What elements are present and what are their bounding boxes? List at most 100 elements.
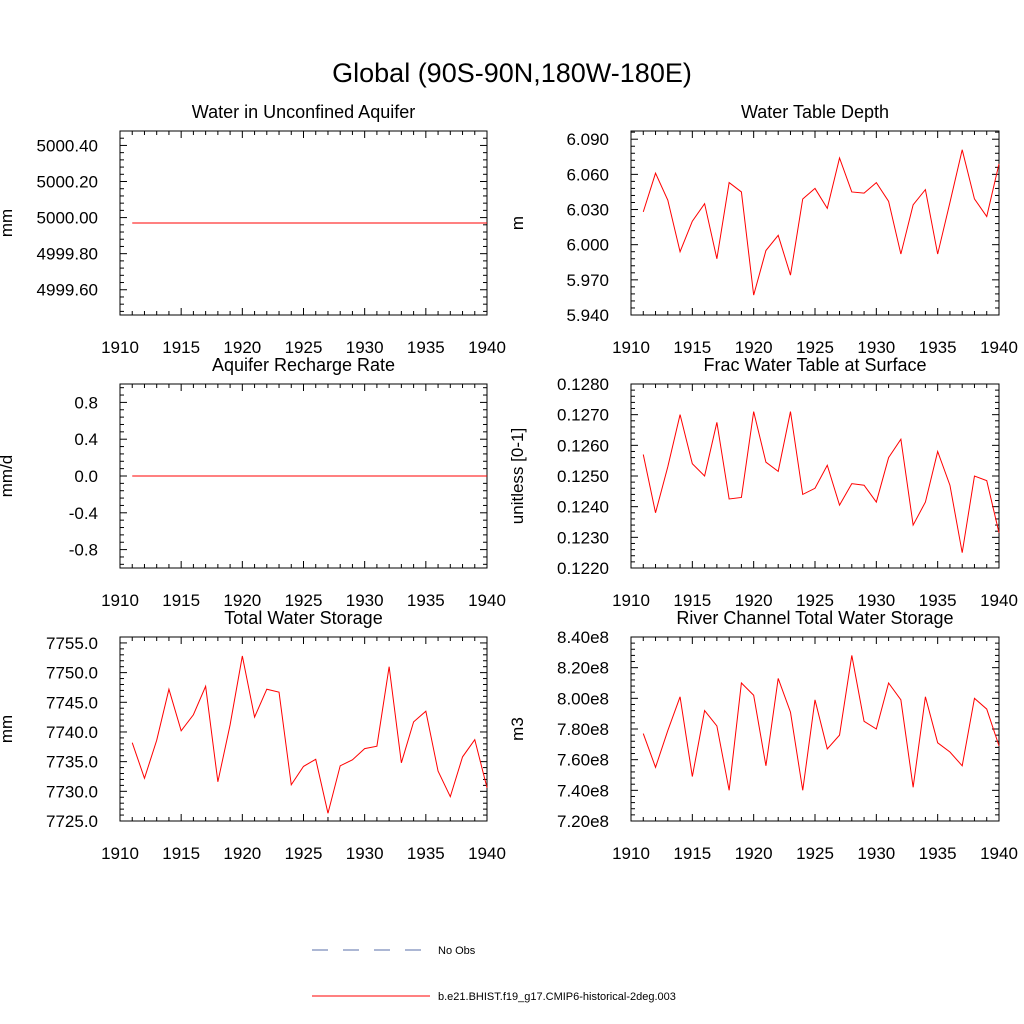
panel-5: River Channel Total Water Storage m3 1910 1… (508, 608, 1018, 863)
x-tick-label: 1915 (673, 338, 711, 357)
panel-1: Water Table Depth m 1910 1915 1920 1925 1930 19… (508, 102, 1018, 357)
x-tick-label: 1930 (346, 591, 384, 610)
x-tick-label: 1920 (735, 844, 773, 863)
panel-title: Water Table Depth (741, 102, 889, 122)
x-tick-label: 1925 (285, 338, 323, 357)
y-tick-label: 5000.20 (37, 173, 98, 192)
legend: No Obs b.e21.BHIST.f19_g17.CMIP6-histori… (312, 945, 676, 1003)
y-tick-label: 0.0 (74, 467, 98, 486)
y-axis-label: mm (0, 715, 16, 743)
series-line-0 (642, 411, 1000, 553)
panel-title: Aquifer Recharge Rate (212, 355, 395, 375)
y-tick-label: 7755.0 (46, 634, 98, 653)
y-tick-label: 0.1280 (557, 375, 609, 394)
y-tick-label: 7740.0 (46, 723, 98, 742)
panel-title: Water in Unconfined Aquifer (192, 102, 415, 122)
x-tick-label: 1915 (162, 844, 200, 863)
y-tick-label: 0.1230 (557, 528, 609, 547)
y-tick-label: 7.20e8 (557, 812, 609, 831)
y-tick-label: 8.20e8 (557, 659, 609, 678)
x-tick-label: 1935 (919, 591, 957, 610)
y-tick-label: 5.940 (566, 306, 609, 325)
y-tick-label: 7730.0 (46, 782, 98, 801)
x-tick-label: 1935 (407, 338, 445, 357)
x-tick-label: 1915 (162, 591, 200, 610)
y-tick-label: 4999.60 (37, 281, 98, 300)
figure-title: Global (90S-90N,180W-180E) (332, 58, 692, 88)
x-tick-label: 1920 (223, 844, 261, 863)
y-tick-label: 7745.0 (46, 693, 98, 712)
x-tick-label: 1935 (919, 338, 957, 357)
y-tick-label: 7735.0 (46, 753, 98, 772)
x-tick-label: 1940 (468, 338, 506, 357)
y-tick-label: 8.00e8 (557, 689, 609, 708)
y-tick-label: 4999.80 (37, 245, 98, 264)
series-line-0 (642, 655, 1000, 791)
x-tick-label: 1910 (101, 338, 139, 357)
y-tick-label: 0.4 (74, 430, 98, 449)
y-tick-label: 6.090 (566, 130, 609, 149)
x-tick-label: 1930 (857, 844, 895, 863)
panel-2: Aquifer Recharge Rate mm/d 1910 1915 1920 192… (0, 355, 506, 610)
panel-title: River Channel Total Water Storage (676, 608, 953, 628)
y-tick-label: 0.1240 (557, 498, 609, 517)
y-tick-label: 6.030 (566, 201, 609, 220)
y-axis-label: m (508, 216, 527, 230)
y-tick-label: 7750.0 (46, 664, 98, 683)
panel-title: Frac Water Table at Surface (703, 355, 926, 375)
x-tick-label: 1930 (857, 338, 895, 357)
y-axis-label: mm (0, 209, 16, 237)
x-tick-label: 1930 (346, 844, 384, 863)
y-axis-label: m3 (508, 717, 527, 741)
y-tick-label: 7.80e8 (557, 720, 609, 739)
x-tick-label: 1920 (735, 591, 773, 610)
legend-label-model: b.e21.BHIST.f19_g17.CMIP6-historical-2de… (438, 991, 676, 1003)
y-tick-label: 5000.40 (37, 136, 98, 155)
y-tick-label: 0.1220 (557, 559, 609, 578)
panel-0: Water in Unconfined Aquifer mm 1910 1915 192… (0, 102, 506, 357)
x-tick-label: 1925 (285, 844, 323, 863)
y-tick-label: 0.1260 (557, 436, 609, 455)
y-tick-label: 0.1270 (557, 406, 609, 425)
x-tick-label: 1930 (346, 338, 384, 357)
series-line-0 (642, 149, 1000, 296)
x-tick-label: 1925 (796, 844, 834, 863)
x-tick-label: 1915 (673, 844, 711, 863)
y-tick-label: 0.8 (74, 393, 98, 412)
x-tick-label: 1940 (980, 338, 1018, 357)
x-tick-label: 1920 (735, 338, 773, 357)
x-tick-label: 1925 (796, 338, 834, 357)
panel-3: Frac Water Table at Surface unitless [0-1… (508, 355, 1018, 610)
y-tick-label: 5000.00 (37, 209, 98, 228)
x-tick-label: 1925 (285, 591, 323, 610)
x-tick-label: 1930 (857, 591, 895, 610)
x-tick-label: 1920 (223, 338, 261, 357)
x-tick-label: 1935 (919, 844, 957, 863)
y-tick-label: 8.40e8 (557, 628, 609, 647)
panel-4: Total Water Storage mm 1910 1915 1920 1925 193… (0, 608, 506, 863)
x-tick-label: 1910 (612, 844, 650, 863)
y-tick-label: 6.000 (566, 236, 609, 255)
x-tick-label: 1935 (407, 844, 445, 863)
y-tick-label: 0.1250 (557, 467, 609, 486)
x-tick-label: 1940 (468, 844, 506, 863)
legend-label-no-obs: No Obs (438, 945, 476, 957)
x-tick-label: 1915 (673, 591, 711, 610)
y-tick-label: 7.40e8 (557, 781, 609, 800)
x-tick-label: 1940 (980, 591, 1018, 610)
y-tick-label: 7.60e8 (557, 751, 609, 770)
x-tick-label: 1910 (101, 844, 139, 863)
x-tick-label: 1920 (223, 591, 261, 610)
y-axis-label: mm/d (0, 455, 16, 498)
x-tick-label: 1940 (468, 591, 506, 610)
x-tick-label: 1910 (612, 338, 650, 357)
y-tick-label: 5.970 (566, 271, 609, 290)
panel-group: Water in Unconfined Aquifer mm 1910 1915 192… (0, 102, 1018, 863)
x-tick-label: 1935 (407, 591, 445, 610)
x-tick-label: 1925 (796, 591, 834, 610)
y-tick-label: 6.060 (566, 165, 609, 184)
x-tick-label: 1910 (101, 591, 139, 610)
y-tick-label: -0.8 (69, 541, 98, 560)
